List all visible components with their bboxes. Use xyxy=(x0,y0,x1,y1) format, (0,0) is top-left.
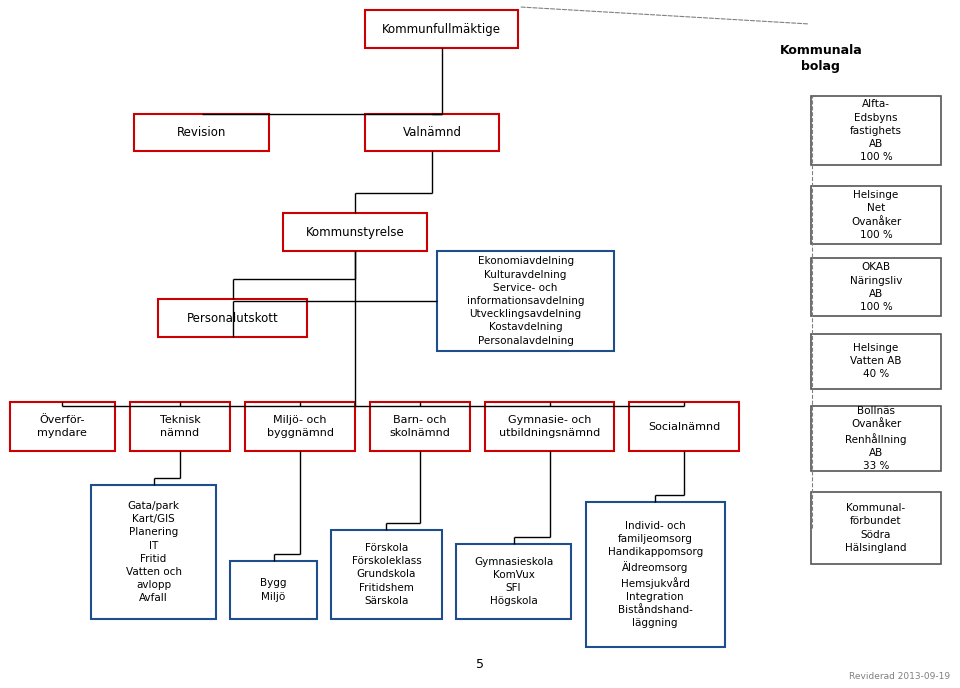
Text: Personalutskott: Personalutskott xyxy=(187,312,278,325)
FancyBboxPatch shape xyxy=(365,10,518,48)
Text: Överför-
myndare: Överför- myndare xyxy=(37,415,87,438)
Text: Valnämnd: Valnämnd xyxy=(402,126,462,139)
Text: Barn- och
skolnämnd: Barn- och skolnämnd xyxy=(390,415,450,438)
FancyBboxPatch shape xyxy=(331,530,442,619)
FancyBboxPatch shape xyxy=(811,186,941,244)
Text: Revision: Revision xyxy=(177,126,227,139)
Text: Bygg
Miljö: Bygg Miljö xyxy=(260,579,287,601)
Text: Gymnasieskola
KomVux
SFI
Högskola: Gymnasieskola KomVux SFI Högskola xyxy=(474,557,553,606)
FancyBboxPatch shape xyxy=(456,544,571,619)
Text: Helsinge
Vatten AB
40 %: Helsinge Vatten AB 40 % xyxy=(851,343,901,379)
FancyBboxPatch shape xyxy=(91,485,216,619)
FancyBboxPatch shape xyxy=(811,334,941,389)
Text: OKAB
Näringsliv
AB
100 %: OKAB Näringsliv AB 100 % xyxy=(850,262,902,312)
FancyBboxPatch shape xyxy=(134,114,269,151)
Text: Gymnasie- och
utbildningsnämnd: Gymnasie- och utbildningsnämnd xyxy=(499,415,600,438)
Text: Gata/park
Kart/GIS
Planering
IT
Fritid
Vatten och
avlopp
Avfall: Gata/park Kart/GIS Planering IT Fritid V… xyxy=(126,501,181,603)
Text: Miljö- och
byggnämnd: Miljö- och byggnämnd xyxy=(267,415,333,438)
Text: Kommunstyrelse: Kommunstyrelse xyxy=(306,226,404,239)
FancyBboxPatch shape xyxy=(811,96,941,165)
Text: Kommunfullmäktige: Kommunfullmäktige xyxy=(382,23,501,36)
Text: Helsinge
Net
Ovanåker
100 %: Helsinge Net Ovanåker 100 % xyxy=(851,190,901,240)
FancyBboxPatch shape xyxy=(158,299,307,337)
FancyBboxPatch shape xyxy=(811,492,941,564)
Text: 5: 5 xyxy=(476,658,484,671)
Text: Kommunal-
förbundet
Södra
Hälsingland: Kommunal- förbundet Södra Hälsingland xyxy=(845,503,907,553)
Text: Bollnäs
Ovanåker
Renhållning
AB
33 %: Bollnäs Ovanåker Renhållning AB 33 % xyxy=(845,406,907,471)
FancyBboxPatch shape xyxy=(365,114,499,151)
FancyBboxPatch shape xyxy=(485,402,614,451)
FancyBboxPatch shape xyxy=(370,402,470,451)
Text: Reviderad 2013-09-19: Reviderad 2013-09-19 xyxy=(850,672,950,681)
FancyBboxPatch shape xyxy=(245,402,355,451)
Text: Socialnämnd: Socialnämnd xyxy=(648,422,720,431)
FancyBboxPatch shape xyxy=(629,402,739,451)
FancyBboxPatch shape xyxy=(10,402,115,451)
Text: Ekonomiavdelning
Kulturavdelning
Service- och
informationsavdelning
Utvecklingsa: Ekonomiavdelning Kulturavdelning Service… xyxy=(467,257,585,345)
Text: Individ- och
familjeomsorg
Handikappomsorg
Äldreomsorg
Hemsjukvård
Integration
B: Individ- och familjeomsorg Handikappomso… xyxy=(608,521,703,628)
FancyBboxPatch shape xyxy=(586,502,725,647)
Text: Alfta-
Edsbyns
fastighets
AB
100 %: Alfta- Edsbyns fastighets AB 100 % xyxy=(850,99,902,162)
Text: Kommunala
bolag: Kommunala bolag xyxy=(780,44,862,73)
FancyBboxPatch shape xyxy=(283,213,427,251)
FancyBboxPatch shape xyxy=(130,402,230,451)
FancyBboxPatch shape xyxy=(811,406,941,471)
Text: Teknisk
nämnd: Teknisk nämnd xyxy=(159,415,201,438)
FancyBboxPatch shape xyxy=(230,561,317,619)
FancyBboxPatch shape xyxy=(811,258,941,316)
FancyBboxPatch shape xyxy=(437,251,614,351)
Text: Förskola
Förskoleklass
Grundskola
Fritidshem
Särskola: Förskola Förskoleklass Grundskola Fritid… xyxy=(351,543,421,606)
